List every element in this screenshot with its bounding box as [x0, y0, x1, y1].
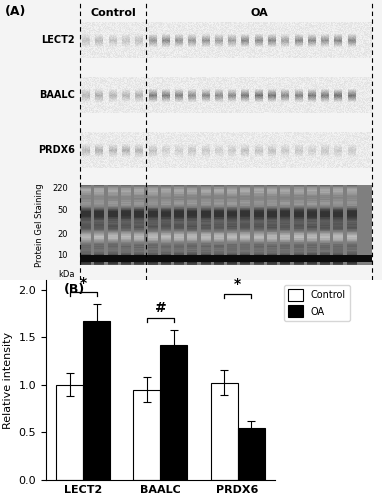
Bar	[160, 345, 188, 480]
Y-axis label: Relative intensity: Relative intensity	[3, 332, 13, 428]
Text: 220: 220	[52, 184, 68, 192]
Text: LECT2: LECT2	[41, 35, 75, 45]
Legend: Control, OA: Control, OA	[285, 285, 350, 321]
Text: PRDX6: PRDX6	[38, 145, 75, 155]
Text: OA: OA	[250, 8, 268, 18]
Text: *: *	[80, 276, 87, 289]
Bar	[210, 383, 238, 480]
Bar	[238, 428, 265, 480]
Bar	[83, 321, 110, 480]
Text: 10: 10	[58, 251, 68, 260]
Text: BAALC: BAALC	[39, 90, 75, 100]
Text: Control: Control	[90, 8, 136, 18]
Bar	[56, 385, 83, 480]
Text: 50: 50	[58, 206, 68, 215]
Bar	[133, 390, 160, 480]
Text: #: #	[155, 301, 166, 315]
Text: kDa: kDa	[58, 270, 75, 279]
Text: (B): (B)	[64, 283, 85, 296]
Text: *: *	[234, 278, 241, 291]
Text: (A): (A)	[5, 5, 26, 18]
Text: 20: 20	[58, 230, 68, 239]
Text: Protein Gel Staining: Protein Gel Staining	[36, 183, 44, 267]
